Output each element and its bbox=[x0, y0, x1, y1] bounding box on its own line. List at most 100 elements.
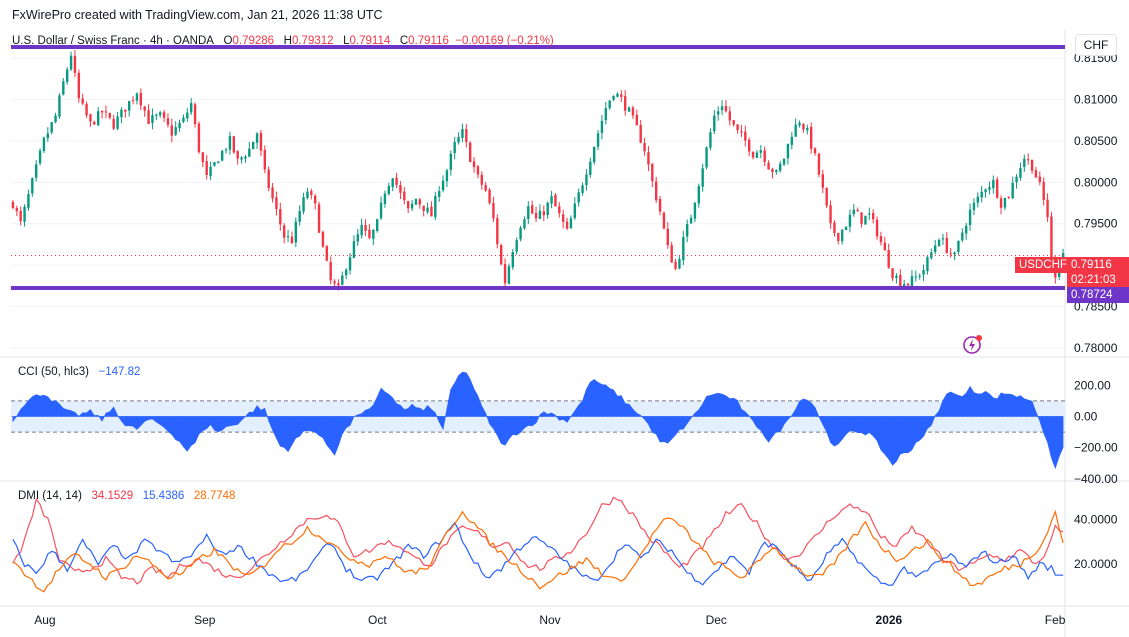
candle-body bbox=[395, 177, 398, 185]
candle-body bbox=[747, 139, 751, 152]
candle-body bbox=[201, 152, 205, 163]
candle-body bbox=[554, 195, 557, 207]
candle-body bbox=[992, 179, 995, 189]
dmi-series-di_plus bbox=[12, 496, 1064, 585]
lightning-alert-icon[interactable] bbox=[962, 333, 984, 355]
candle-body bbox=[217, 161, 220, 164]
candle-body bbox=[100, 110, 104, 113]
dmi-label[interactable]: DMI (14, 14) bbox=[18, 490, 82, 502]
candle-body bbox=[790, 136, 794, 145]
candle-body bbox=[34, 164, 38, 178]
candle-body bbox=[449, 153, 453, 170]
candle-body bbox=[480, 174, 484, 185]
candle-body bbox=[713, 115, 716, 132]
candle-body bbox=[906, 283, 910, 286]
candle-body bbox=[736, 124, 739, 131]
candle-body bbox=[267, 169, 270, 188]
candle-body bbox=[31, 178, 34, 194]
candle-body bbox=[58, 95, 61, 117]
candle-body bbox=[589, 161, 592, 175]
candle-body bbox=[527, 206, 530, 220]
candle-body bbox=[592, 146, 596, 163]
candle-body bbox=[879, 236, 883, 243]
candle-body bbox=[15, 207, 19, 212]
candle-body bbox=[864, 215, 867, 225]
candle-body bbox=[988, 187, 991, 190]
candle-body bbox=[530, 205, 534, 214]
candle-body bbox=[933, 245, 937, 253]
candle-body bbox=[658, 199, 662, 212]
candle-body bbox=[612, 95, 615, 100]
price-tick-label: 0.79500 bbox=[1074, 217, 1118, 231]
candle-body bbox=[767, 162, 770, 170]
candle-body bbox=[577, 192, 580, 203]
candle-body bbox=[798, 122, 801, 126]
candle-body bbox=[608, 100, 611, 108]
candle-body bbox=[73, 55, 77, 73]
symbol-label[interactable]: U.S. Dollar / Swiss Franc · 4h · OANDA bbox=[12, 35, 214, 47]
high-value: 0.79312 bbox=[291, 35, 334, 47]
candle-body bbox=[825, 187, 828, 206]
candle-body bbox=[135, 93, 139, 101]
candle-body bbox=[654, 181, 658, 201]
candle-body bbox=[178, 122, 181, 129]
candle-body bbox=[131, 99, 135, 101]
price-tick-label: 0.78000 bbox=[1074, 341, 1118, 355]
candle-body bbox=[391, 178, 394, 188]
candle-body bbox=[383, 193, 387, 204]
candles-group bbox=[11, 50, 1065, 291]
candle-body bbox=[329, 261, 332, 281]
candle-body bbox=[298, 210, 301, 222]
candle-body bbox=[662, 212, 666, 229]
candle-body bbox=[806, 128, 809, 131]
attribution: FxWirePro created with TradingView.com, … bbox=[12, 8, 383, 22]
candle-body bbox=[321, 231, 325, 247]
candle-body bbox=[1011, 182, 1014, 199]
candle-body bbox=[503, 264, 507, 284]
di-minus-value: 15.4386 bbox=[142, 490, 185, 502]
candle-body bbox=[19, 210, 22, 222]
cci-area bbox=[12, 371, 1064, 470]
candle-body bbox=[693, 202, 697, 219]
candle-body bbox=[709, 132, 712, 148]
cci-label[interactable]: CCI (50, hlc3) bbox=[18, 366, 89, 378]
candle-body bbox=[507, 266, 511, 284]
time-tick-label: Aug bbox=[34, 613, 55, 627]
candle-body bbox=[1003, 197, 1007, 208]
cci-tick-label: −400.00 bbox=[1074, 472, 1118, 486]
time-tick-label: Feb bbox=[1045, 613, 1066, 627]
candle-body bbox=[387, 185, 391, 195]
candle-body bbox=[224, 149, 228, 151]
candle-body bbox=[666, 228, 670, 246]
candle-body bbox=[205, 161, 208, 176]
candle-body bbox=[705, 147, 708, 168]
candle-body bbox=[461, 129, 464, 138]
candle-body bbox=[538, 210, 542, 219]
candle-body bbox=[89, 114, 92, 122]
candle-body bbox=[809, 126, 813, 149]
currency-button[interactable]: CHF bbox=[1075, 34, 1117, 56]
candle-body bbox=[778, 163, 782, 171]
candle-body bbox=[674, 261, 677, 269]
candle-body bbox=[282, 225, 286, 238]
candle-body bbox=[399, 185, 402, 193]
candle-body bbox=[352, 241, 356, 258]
candle-body bbox=[546, 202, 549, 216]
candle-body bbox=[534, 212, 538, 219]
time-tick-label: Sep bbox=[194, 613, 216, 627]
candle-body bbox=[1007, 196, 1011, 198]
candle-body bbox=[720, 106, 724, 111]
candle-body bbox=[271, 187, 274, 199]
candle-body bbox=[937, 239, 941, 247]
candle-body bbox=[643, 142, 646, 152]
candle-body bbox=[569, 218, 573, 229]
candle-body bbox=[926, 257, 929, 272]
di-plus-value: 34.1529 bbox=[91, 490, 134, 502]
time-tick-label: Nov bbox=[539, 613, 560, 627]
candle-body bbox=[259, 132, 263, 151]
candle-body bbox=[945, 237, 949, 253]
candle-body bbox=[647, 152, 650, 165]
price-legend: U.S. Dollar / Swiss Franc · 4h · OANDA O… bbox=[12, 35, 554, 47]
dmi-series-adx bbox=[12, 509, 1064, 593]
